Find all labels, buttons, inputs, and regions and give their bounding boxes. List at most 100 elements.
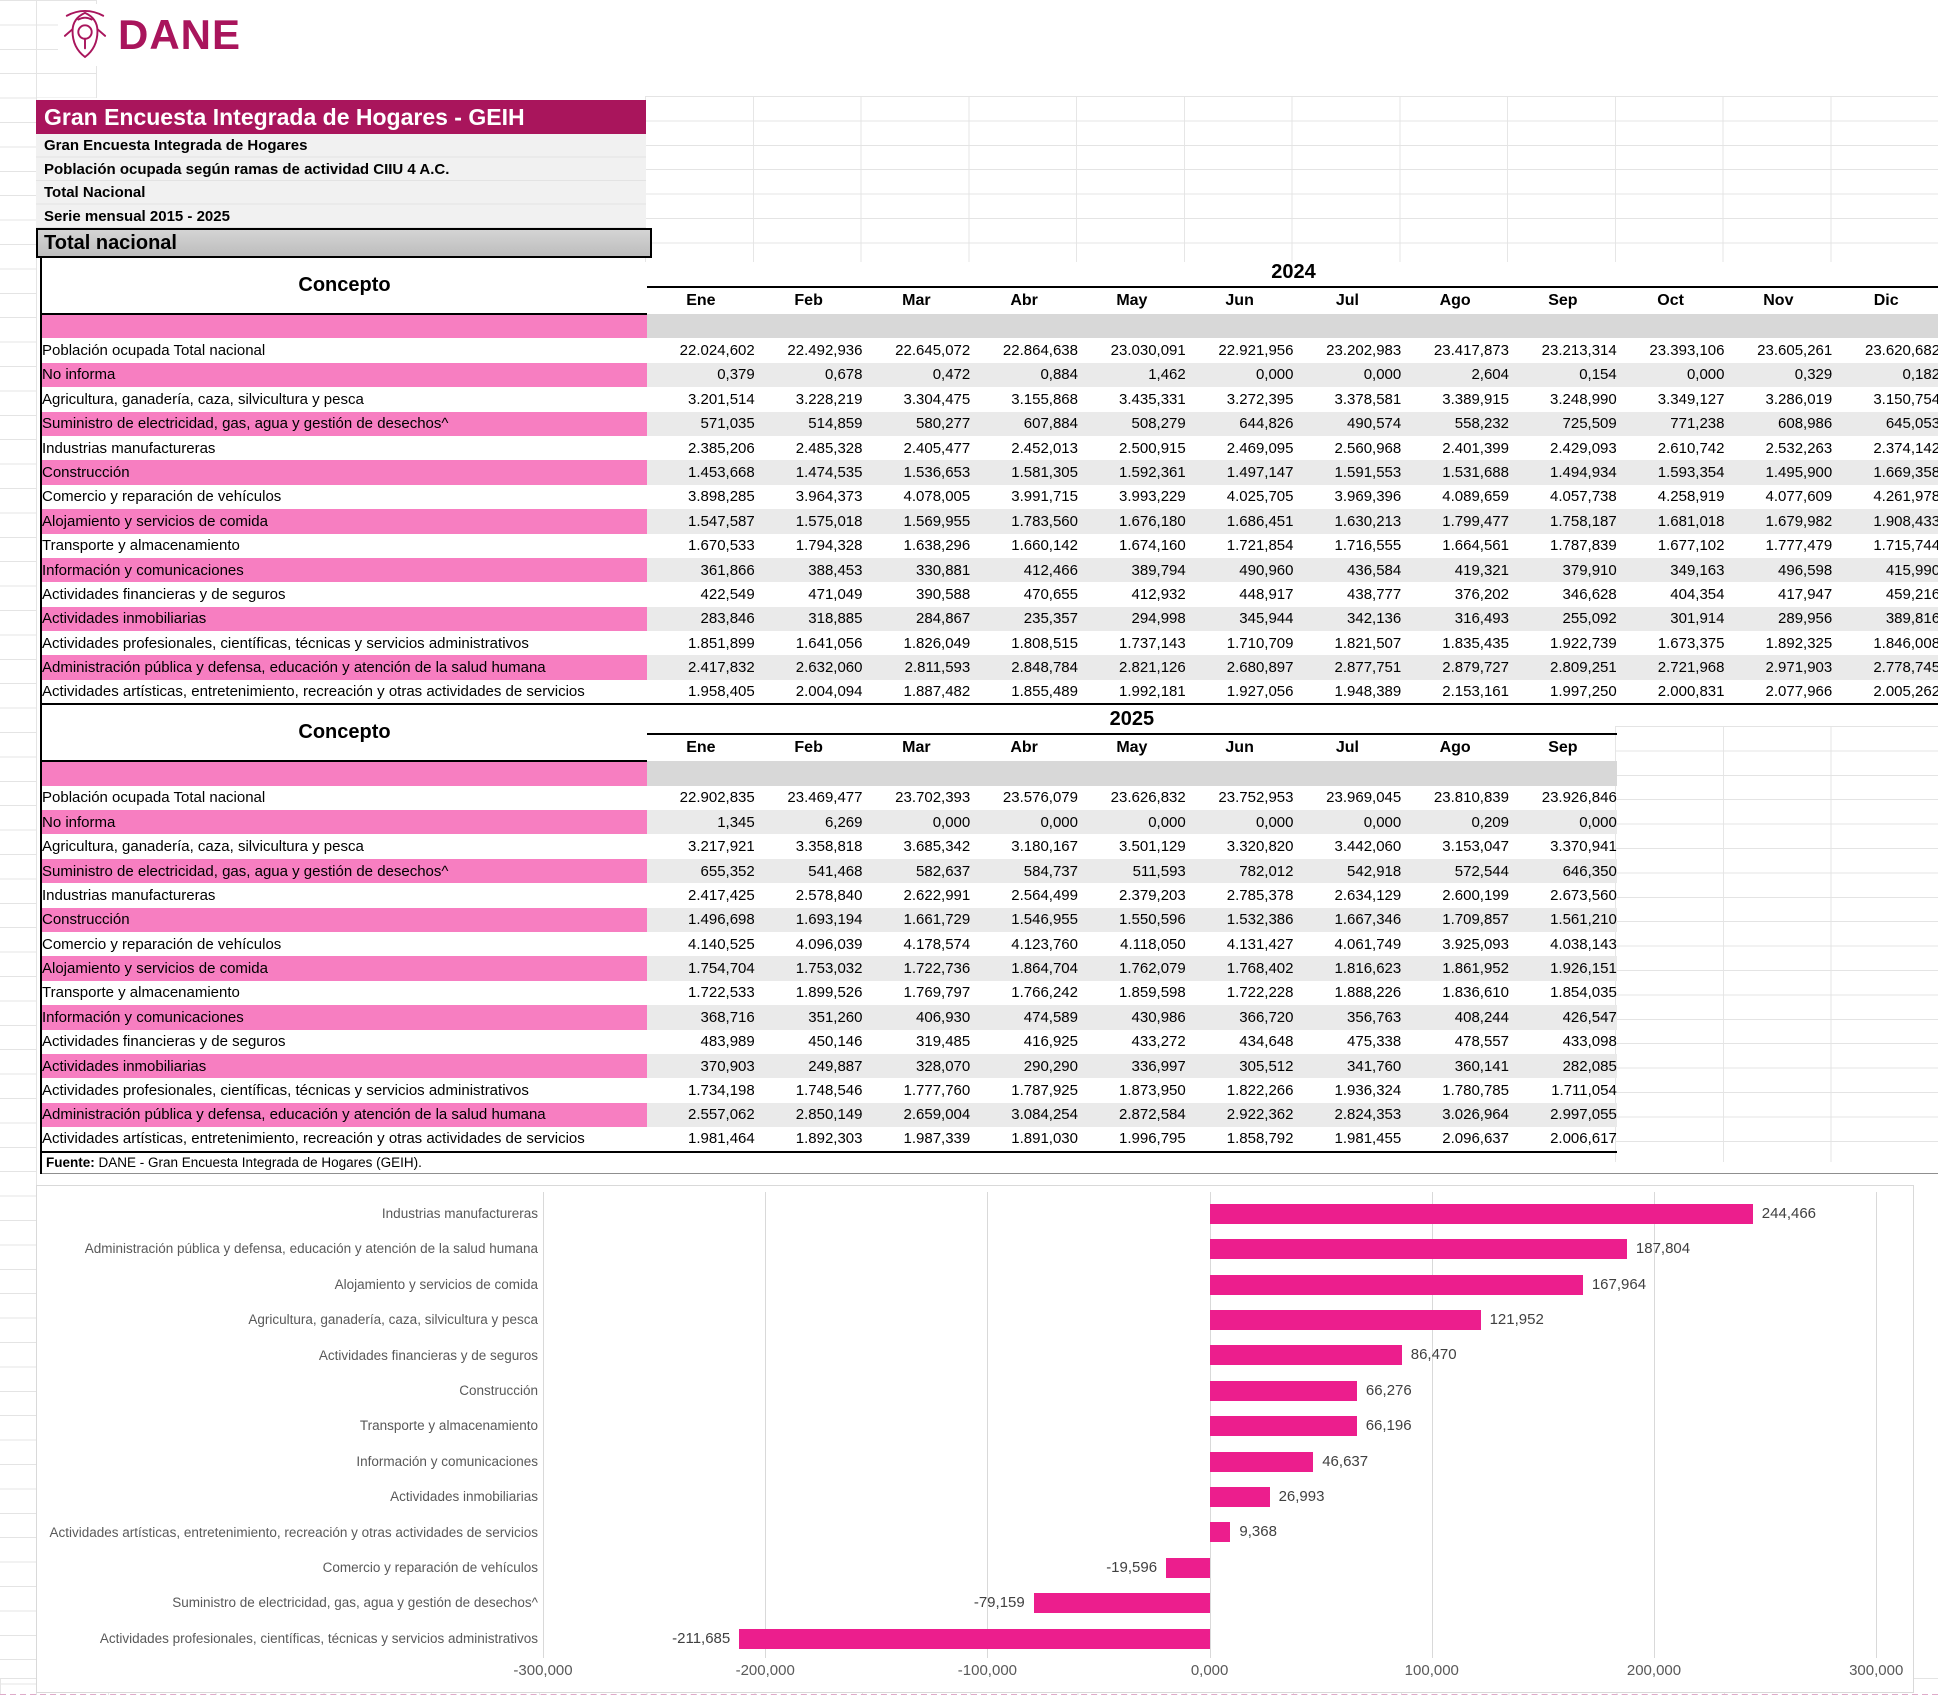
value-cell: 1.681,018 (1616, 509, 1725, 534)
value-cell: 1.686,451 (1185, 509, 1294, 534)
row-label: Población ocupada Total nacional (42, 342, 266, 360)
value-cell: 319,485 (916, 1033, 971, 1051)
value-cell: 1.808,515 (1011, 634, 1078, 652)
month-header: Mar (902, 292, 931, 309)
value-cell: 0,000 (1293, 810, 1402, 835)
value-cell: 282,085 (1509, 1053, 1617, 1079)
value-cell: 249,887 (754, 1053, 863, 1079)
value-cell: 1.753,032 (754, 956, 863, 981)
value-cell: 1.858,792 (1185, 1127, 1294, 1153)
value-cell: 450,146 (808, 1033, 863, 1051)
month-header: Jul (1335, 292, 1359, 309)
bar-chart: -300,000 -200,000 -100,000 0,000 100,000 200,… (36, 1185, 1914, 1693)
value-cell: 2.564,499 (1011, 886, 1078, 904)
value-cell: 1.892,303 (754, 1127, 863, 1153)
value-cell: 607,884 (970, 411, 1078, 436)
table-row: Agricultura, ganadería, caza, silvicultu… (42, 387, 1938, 411)
value-cell: 22.492,936 (787, 342, 863, 360)
value-cell: 2.578,840 (795, 886, 863, 904)
band-row (42, 314, 1938, 339)
value-cell: 1.927,056 (1185, 679, 1294, 706)
value-cell: 2.680,897 (1185, 655, 1294, 680)
report-title: Gran Encuesta Integrada de Hogares - GEI… (36, 100, 646, 134)
value-cell: 4.057,738 (1550, 488, 1617, 506)
value-cell: 1.661,729 (862, 907, 971, 932)
value-cell: 301,914 (1616, 606, 1725, 632)
value-cell: 1.734,198 (688, 1082, 755, 1100)
value-cell: 471,049 (808, 585, 863, 603)
dane-logo: DANE (58, 4, 262, 66)
value-cell: 4.061,749 (1334, 935, 1402, 953)
row-label: Suministro de electricidad, gas, agua y … (42, 411, 647, 436)
table-row: Población ocupada Total nacional 22.024,6… (42, 338, 1938, 362)
value-cell: 1.821,507 (1334, 634, 1402, 652)
value-cell: 1.495,900 (1724, 460, 1833, 485)
value-cell: 294,998 (1078, 606, 1186, 632)
value-cell: 376,202 (1454, 585, 1509, 603)
value-cell: 23.626,832 (1110, 789, 1186, 807)
row-label: Construcción (42, 907, 647, 932)
value-cell: 2.785,378 (1226, 886, 1294, 904)
value-cell: 2.005,262 (1832, 679, 1938, 706)
tables-block: Concepto 2024 Ene Feb Mar Abr May Jun Jul Ago Sep O… (40, 258, 1938, 1174)
value-cell: 645,053 (1832, 411, 1938, 436)
chart-category-label: Actividades artísticas, entretenimiento,… (49, 1524, 538, 1540)
value-cell: 1.670,533 (688, 537, 755, 555)
table-row: Administración pública y defensa, educac… (42, 1102, 1617, 1128)
table-row: Alojamiento y servicios de comida 1.754,7… (42, 956, 1617, 981)
row-label: Actividades profesionales, científicas, … (42, 1082, 529, 1100)
value-cell: 483,989 (700, 1033, 755, 1051)
table-row: Actividades financieras y de seguros 483,… (42, 1030, 1617, 1054)
year-header: 2024 (647, 258, 1938, 288)
value-cell: 366,720 (1185, 1005, 1294, 1030)
month-header: May (1116, 292, 1148, 309)
bar (1166, 1557, 1210, 1578)
value-cell: 1.997,250 (1509, 679, 1617, 706)
value-cell: 2.778,745 (1832, 655, 1938, 680)
row-label: Información y comunicaciones (42, 557, 647, 583)
value-cell: 433,098 (1562, 1033, 1617, 1051)
value-cell: 1.722,736 (862, 956, 971, 981)
value-cell: 1.873,950 (1119, 1082, 1186, 1100)
value-cell: 346,628 (1562, 585, 1617, 603)
value-cell: 572,544 (1401, 858, 1509, 884)
month-header: Nov (1763, 292, 1794, 309)
value-cell: 1.677,102 (1657, 537, 1725, 555)
month-header: Abr (1010, 739, 1038, 757)
row-label: Alojamiento y servicios de comida (42, 509, 647, 534)
chart-gridline (1876, 1192, 1878, 1658)
value-cell: 2.879,727 (1401, 655, 1509, 680)
table-2024: Concepto 2024 Ene Feb Mar Abr May Jun Jul Ago Sep O… (42, 258, 1938, 706)
value-cell: 3.228,219 (795, 390, 863, 408)
value-cell: 0,379 (647, 362, 755, 388)
row-label: Industrias manufactureras (42, 886, 216, 904)
value-cell: 3.501,129 (1119, 838, 1186, 856)
value-cell: 23.810,839 (1433, 789, 1509, 807)
value-cell: 23.469,477 (787, 789, 863, 807)
value-cell: 1.787,925 (1011, 1082, 1078, 1100)
value-cell: 0,154 (1509, 362, 1617, 388)
value-cell: 2.824,353 (1293, 1102, 1402, 1128)
value-cell: 0,209 (1401, 810, 1509, 835)
value-cell: 404,354 (1670, 585, 1725, 603)
value-cell: 23.393,106 (1649, 342, 1725, 360)
value-cell: 2.557,062 (647, 1102, 755, 1128)
value-cell: 1.638,296 (903, 537, 971, 555)
value-cell: 3.349,127 (1657, 390, 1725, 408)
row-label: Agricultura, ganadería, caza, silvicultu… (42, 838, 364, 856)
value-cell: 1.575,018 (754, 509, 863, 534)
value-cell: 1.826,049 (903, 634, 971, 652)
value-cell: 1.859,598 (1119, 984, 1186, 1002)
value-cell: 1.536,653 (862, 460, 971, 485)
value-cell: 1.532,386 (1185, 907, 1294, 932)
row-label: Actividades inmobiliarias (42, 606, 647, 632)
value-cell: 356,763 (1293, 1005, 1402, 1030)
value-cell: 316,493 (1401, 606, 1509, 632)
value-cell: 370,903 (647, 1053, 755, 1079)
value-cell: 2.429,093 (1550, 439, 1617, 457)
value-cell: 406,930 (862, 1005, 971, 1030)
value-cell: 0,000 (970, 810, 1078, 835)
chart-category-label: Actividades inmobiliarias (390, 1489, 538, 1505)
month-header: Ene (686, 739, 716, 757)
month-header: Oct (1657, 292, 1684, 309)
